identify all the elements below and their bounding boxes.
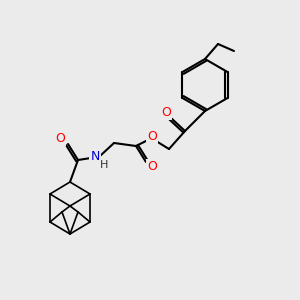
Text: O: O bbox=[147, 160, 157, 173]
Text: H: H bbox=[100, 160, 108, 170]
Text: N: N bbox=[90, 151, 100, 164]
Text: O: O bbox=[147, 130, 157, 142]
Text: O: O bbox=[55, 131, 65, 145]
Text: O: O bbox=[161, 106, 171, 118]
